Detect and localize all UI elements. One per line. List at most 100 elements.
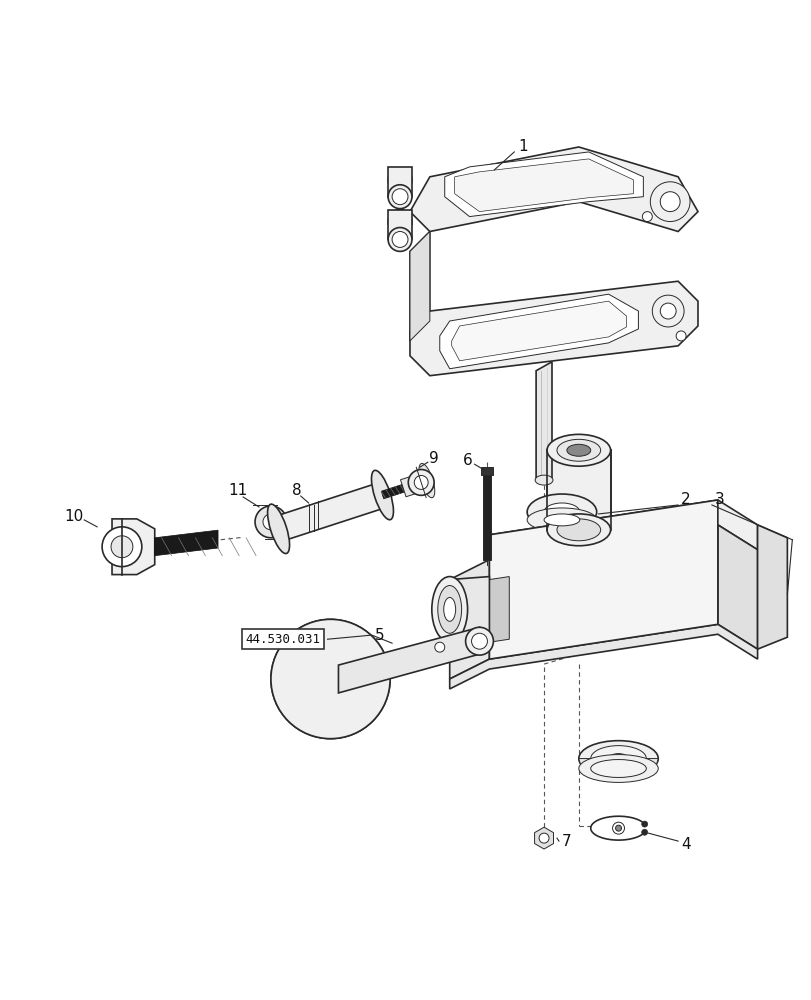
Circle shape (292, 654, 306, 668)
Polygon shape (449, 577, 489, 642)
Polygon shape (410, 232, 429, 341)
Ellipse shape (471, 633, 487, 649)
Polygon shape (381, 484, 405, 499)
Polygon shape (388, 167, 411, 197)
Circle shape (392, 172, 407, 188)
Polygon shape (449, 624, 757, 689)
Circle shape (311, 659, 350, 699)
Polygon shape (535, 362, 551, 480)
Text: 3: 3 (714, 492, 724, 508)
Text: 9: 9 (428, 451, 438, 466)
Circle shape (323, 636, 337, 650)
Ellipse shape (271, 619, 389, 739)
Ellipse shape (268, 504, 290, 554)
Text: 2: 2 (680, 492, 690, 508)
Polygon shape (410, 232, 429, 341)
Polygon shape (451, 301, 626, 361)
Circle shape (414, 475, 427, 489)
Ellipse shape (388, 168, 411, 192)
Polygon shape (534, 827, 553, 849)
Text: 5: 5 (375, 628, 384, 643)
Circle shape (659, 192, 680, 212)
Ellipse shape (388, 210, 411, 233)
Circle shape (650, 182, 689, 222)
Polygon shape (155, 530, 218, 556)
Text: 7: 7 (561, 834, 571, 849)
Ellipse shape (371, 470, 393, 520)
Text: 6: 6 (462, 453, 472, 468)
Text: 4: 4 (680, 837, 690, 852)
Circle shape (111, 536, 133, 558)
Ellipse shape (590, 760, 646, 777)
Circle shape (539, 833, 548, 843)
Ellipse shape (556, 439, 600, 461)
Polygon shape (489, 500, 757, 560)
Text: 11: 11 (228, 483, 247, 498)
Polygon shape (483, 467, 491, 560)
Circle shape (676, 331, 685, 341)
Polygon shape (757, 525, 787, 649)
Circle shape (323, 708, 337, 722)
Circle shape (392, 214, 407, 230)
Circle shape (641, 829, 647, 835)
Polygon shape (388, 210, 411, 239)
Ellipse shape (465, 627, 493, 655)
Ellipse shape (526, 508, 596, 532)
Text: 8: 8 (292, 483, 301, 498)
Polygon shape (440, 294, 637, 369)
Ellipse shape (578, 741, 658, 776)
Ellipse shape (437, 586, 461, 633)
Ellipse shape (534, 475, 552, 485)
Polygon shape (578, 759, 658, 768)
Ellipse shape (543, 514, 579, 526)
Polygon shape (489, 500, 717, 659)
Polygon shape (547, 450, 610, 530)
Circle shape (392, 189, 407, 205)
Ellipse shape (431, 577, 467, 642)
Circle shape (263, 514, 278, 530)
Ellipse shape (578, 755, 658, 782)
Polygon shape (454, 159, 633, 212)
Polygon shape (489, 577, 508, 642)
Circle shape (642, 212, 651, 222)
Ellipse shape (608, 754, 628, 764)
Polygon shape (112, 519, 155, 575)
Polygon shape (274, 483, 386, 541)
Ellipse shape (566, 444, 590, 456)
Circle shape (659, 303, 676, 319)
Text: 44.530.031: 44.530.031 (245, 633, 320, 646)
Circle shape (354, 654, 368, 668)
Circle shape (611, 822, 624, 834)
Circle shape (102, 527, 142, 567)
Polygon shape (400, 472, 429, 497)
Circle shape (641, 821, 647, 827)
Ellipse shape (547, 514, 610, 546)
Ellipse shape (388, 228, 411, 251)
Polygon shape (338, 627, 479, 693)
Ellipse shape (556, 519, 600, 541)
Circle shape (651, 295, 683, 327)
Circle shape (271, 619, 389, 739)
Text: 1: 1 (517, 139, 527, 154)
Circle shape (292, 690, 306, 704)
Polygon shape (481, 467, 493, 475)
Polygon shape (410, 281, 697, 376)
Circle shape (408, 470, 434, 495)
Circle shape (282, 631, 378, 727)
Ellipse shape (443, 597, 455, 621)
Ellipse shape (255, 506, 286, 538)
Ellipse shape (543, 503, 579, 521)
Ellipse shape (388, 185, 411, 209)
Ellipse shape (547, 434, 610, 466)
Ellipse shape (526, 494, 596, 530)
Polygon shape (410, 147, 697, 232)
Circle shape (354, 690, 368, 704)
Circle shape (615, 825, 620, 831)
Circle shape (392, 232, 407, 247)
Polygon shape (444, 152, 642, 217)
Circle shape (434, 642, 444, 652)
Polygon shape (449, 560, 489, 679)
Ellipse shape (590, 746, 646, 771)
Polygon shape (526, 512, 596, 520)
Polygon shape (717, 525, 757, 649)
